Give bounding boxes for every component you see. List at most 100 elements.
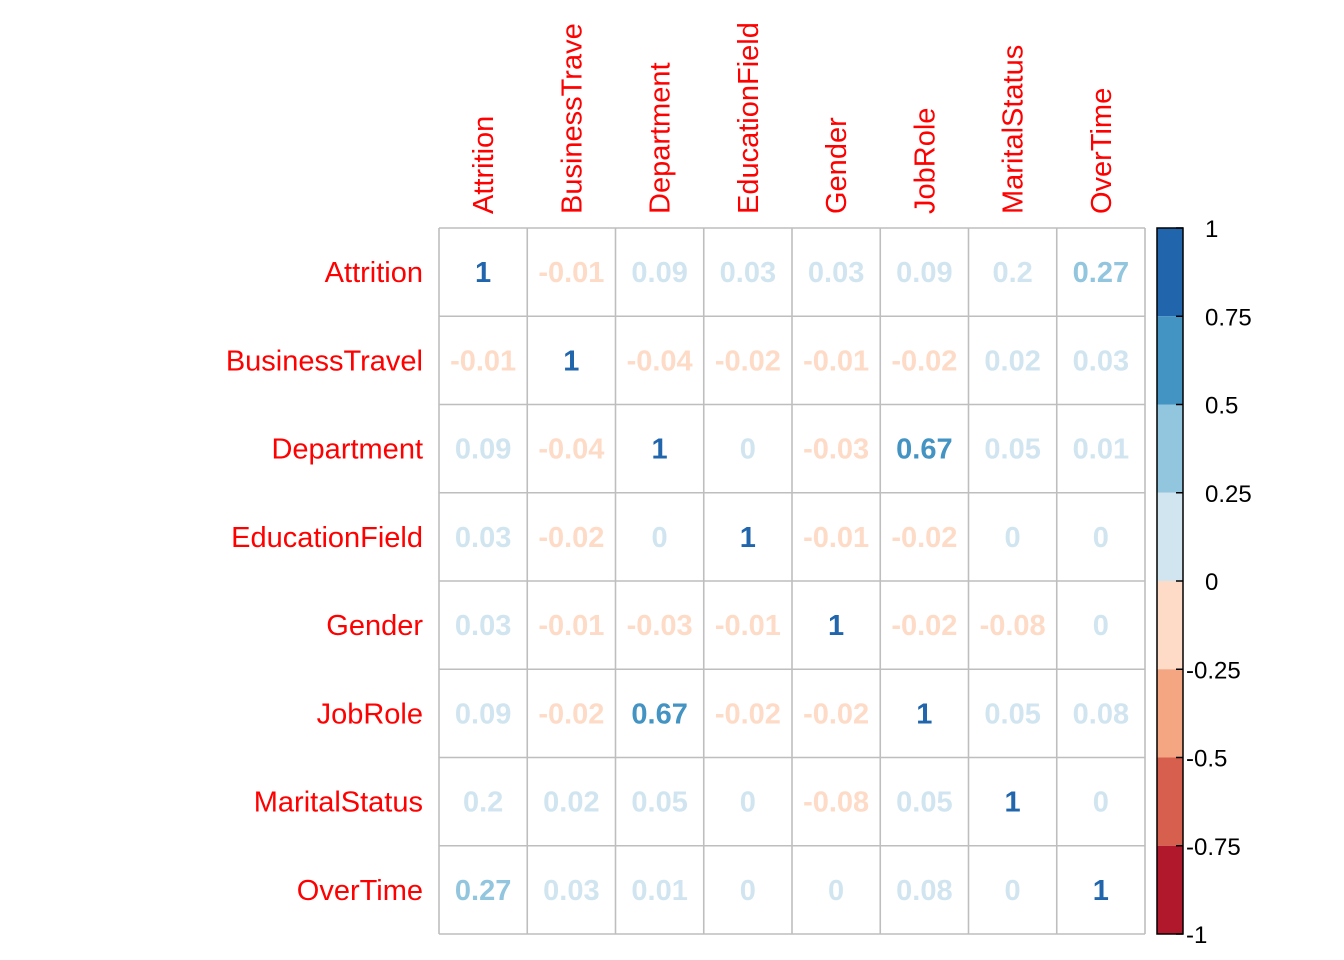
cell-value: 1 xyxy=(652,434,668,466)
cell-value: 0.03 xyxy=(1073,345,1129,377)
cell-value: 1 xyxy=(916,698,932,730)
row-label: OverTime xyxy=(297,875,423,907)
cell-value: 0.03 xyxy=(455,522,511,554)
cell-value: -0.02 xyxy=(803,698,869,730)
cell-value: 1 xyxy=(475,257,491,289)
cell-value: -0.02 xyxy=(715,345,781,377)
cell-value: -0.02 xyxy=(715,698,781,730)
column-label: BusinessTrave xyxy=(556,23,588,214)
cell-value: 0.67 xyxy=(631,698,687,730)
cell-value: 1 xyxy=(740,522,756,554)
cell-value: -0.02 xyxy=(538,522,604,554)
cell-value: 0.05 xyxy=(984,698,1040,730)
column-label: JobRole xyxy=(909,108,941,214)
cell-value: 0.03 xyxy=(808,257,864,289)
legend-color-bin xyxy=(1157,757,1183,846)
cell-value: -0.02 xyxy=(891,345,957,377)
column-label: Department xyxy=(645,62,677,214)
legend-tick-label: 0 xyxy=(1205,569,1218,596)
row-labels: Attrition BusinessTravel Department Educati… xyxy=(226,257,424,907)
cell-value: 0.01 xyxy=(1073,434,1129,466)
column-label: OverTime xyxy=(1086,88,1118,214)
legend-tick-label: 0.75 xyxy=(1205,304,1252,331)
cell-value: 0 xyxy=(740,875,756,907)
cell-value: 0 xyxy=(828,875,844,907)
legend-tick-label: -1 xyxy=(1186,922,1207,949)
column-label: EducationField xyxy=(733,22,765,214)
cell-value: 0.09 xyxy=(631,257,687,289)
legend-tick-label: 0.5 xyxy=(1205,393,1238,420)
cell-value: 0.03 xyxy=(543,875,599,907)
cell-value: -0.01 xyxy=(450,345,516,377)
cell-value: 0 xyxy=(740,787,756,819)
column-labels: Attrition BusinessTrave Department Educatio… xyxy=(468,22,1118,214)
cell-value: -0.03 xyxy=(627,610,693,642)
cell-value: 0.03 xyxy=(455,610,511,642)
cell-value: 0.2 xyxy=(463,787,503,819)
cell-value: 0.03 xyxy=(720,257,776,289)
cell-value: 0.2 xyxy=(992,257,1032,289)
legend-tick-label: 0.25 xyxy=(1205,481,1252,508)
cell-value: 0 xyxy=(1093,522,1109,554)
legend-tick-label: -0.25 xyxy=(1186,657,1241,684)
row-label: EducationField xyxy=(231,522,423,554)
column-label: MaritalStatus xyxy=(998,45,1030,214)
cell-value: 0.02 xyxy=(543,787,599,819)
cell-value: 0.01 xyxy=(631,875,687,907)
row-label: MaritalStatus xyxy=(254,787,423,819)
cell-value: 0.09 xyxy=(455,434,511,466)
cell-value: 0.67 xyxy=(896,434,952,466)
cell-value: 1 xyxy=(828,610,844,642)
cell-value: -0.02 xyxy=(538,698,604,730)
cell-value: 0 xyxy=(1005,522,1021,554)
cell-value: 0.09 xyxy=(455,698,511,730)
matrix-grid xyxy=(438,227,1146,935)
cell-value: 0 xyxy=(1005,875,1021,907)
cell-value: 0.05 xyxy=(631,787,687,819)
cell-value: 0 xyxy=(1093,610,1109,642)
color-legend: 1 0.75 0.5 0.25 0 -0.25 -0.5 -0.75 -1 xyxy=(1156,216,1252,949)
cell-value: 0.08 xyxy=(1073,698,1129,730)
legend-color-bin xyxy=(1157,228,1183,317)
cell-value: 0.02 xyxy=(984,345,1040,377)
matrix-cells: 1 -0.01 0.09 0.03 0.03 0.09 0.2 0.27 -0.01 1 -0.04… xyxy=(450,257,1129,907)
legend-color-bin xyxy=(1157,492,1183,581)
row-label: Department xyxy=(271,434,423,466)
cell-value: -0.04 xyxy=(538,434,604,466)
cell-value: 1 xyxy=(1093,875,1109,907)
legend-color-bin xyxy=(1157,845,1183,934)
cell-value: -0.01 xyxy=(803,345,869,377)
cell-value: -0.03 xyxy=(803,434,869,466)
cell-value: -0.02 xyxy=(891,522,957,554)
row-label: JobRole xyxy=(317,698,423,730)
cell-value: -0.08 xyxy=(980,610,1046,642)
cell-value: -0.01 xyxy=(715,610,781,642)
cell-value: -0.01 xyxy=(803,522,869,554)
cell-value: 0.27 xyxy=(455,875,511,907)
row-label: Attrition xyxy=(325,257,423,289)
legend-color-bin xyxy=(1157,404,1183,493)
legend-color-bin xyxy=(1157,316,1183,405)
legend-tick-label: -0.75 xyxy=(1186,834,1241,861)
cell-value: 0 xyxy=(740,434,756,466)
cell-value: -0.01 xyxy=(538,610,604,642)
cell-value: 0 xyxy=(652,522,668,554)
row-label: Gender xyxy=(326,610,423,642)
cell-value: -0.01 xyxy=(538,257,604,289)
cell-value: 1 xyxy=(1005,787,1021,819)
column-label: Attrition xyxy=(468,116,500,214)
cell-value: 0.05 xyxy=(896,787,952,819)
legend-color-bin xyxy=(1157,669,1183,758)
legend-tick-label: -0.5 xyxy=(1186,746,1227,773)
cell-value: -0.08 xyxy=(803,787,869,819)
cell-value: 0.08 xyxy=(896,875,952,907)
column-label: Gender xyxy=(821,117,853,214)
cell-value: 0.09 xyxy=(896,257,952,289)
cell-value: 1 xyxy=(563,345,579,377)
cell-value: 0 xyxy=(1093,787,1109,819)
legend-color-bin xyxy=(1157,581,1183,670)
cell-value: 0.27 xyxy=(1073,257,1129,289)
cell-value: 0.05 xyxy=(984,434,1040,466)
cell-value: -0.02 xyxy=(891,610,957,642)
